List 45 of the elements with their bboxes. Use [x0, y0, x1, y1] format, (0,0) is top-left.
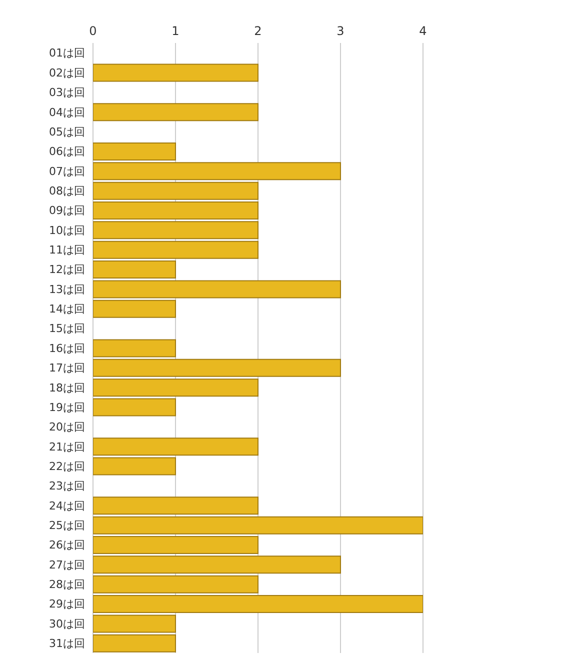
y-tick-label: 27は回 [49, 558, 85, 572]
y-tick-label: 24は回 [49, 499, 85, 512]
y-tick-label: 06は回 [49, 145, 85, 158]
bar [93, 438, 258, 456]
y-tick-label: 29は回 [49, 598, 85, 611]
y-tick-label: 07は回 [49, 164, 85, 178]
y-tick-label: 13は回 [49, 282, 85, 296]
y-tick-label: 14は回 [49, 302, 85, 316]
x-tick-label: 4 [419, 24, 427, 38]
bar [93, 634, 176, 652]
y-tick-label: 10は回 [49, 224, 85, 237]
x-tick-label: 3 [336, 24, 344, 38]
bar [93, 457, 176, 476]
y-tick-label: 01は回 [49, 46, 85, 60]
y-tick-label: 04は回 [49, 106, 85, 119]
x-tick-label: 0 [89, 24, 97, 38]
y-tick-label: 15は回 [49, 322, 85, 336]
bar [93, 64, 258, 82]
y-tick-label: 12は回 [49, 263, 85, 276]
bar [93, 496, 258, 515]
y-tick-label: 03は回 [49, 86, 85, 100]
x-tick-label: 1 [172, 24, 180, 38]
y-tick-label: 22は回 [49, 460, 85, 473]
y-tick-label: 09は回 [49, 204, 85, 218]
x-tick-label: 2 [254, 24, 262, 38]
bar [93, 339, 176, 358]
bar [93, 103, 258, 122]
y-tick-label: 21は回 [49, 440, 85, 454]
bar [93, 300, 176, 318]
y-tick-label: 23は回 [49, 480, 85, 493]
bar [93, 398, 176, 416]
y-tick-label: 16は回 [49, 342, 85, 355]
y-tick-label: 26は回 [49, 538, 85, 552]
y-tick-label: 05は回 [49, 125, 85, 138]
y-tick-label: 25は回 [49, 519, 85, 532]
y-tick-label: 30は回 [49, 617, 85, 630]
y-tick-label: 31は回 [49, 637, 85, 650]
y-tick-label: 17は回 [49, 362, 85, 375]
y-tick-label: 02は回 [49, 66, 85, 80]
y-tick-label: 11は回 [49, 244, 85, 257]
y-tick-label: 19は回 [49, 400, 85, 414]
y-tick-label: 08は回 [49, 184, 85, 198]
y-tick-label: 28は回 [49, 578, 85, 592]
y-tick-label: 18は回 [49, 381, 85, 394]
y-tick-label: 20は回 [49, 420, 85, 434]
